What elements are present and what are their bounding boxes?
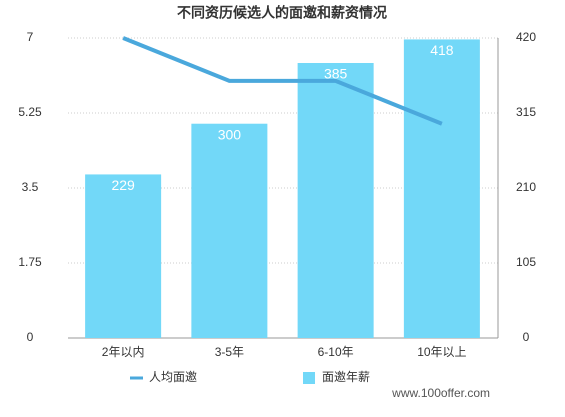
x-tick-label: 2年以内 <box>102 345 145 359</box>
value-label: 418 <box>430 42 454 58</box>
value-label: 385 <box>324 66 348 82</box>
y-tick-label: 5.25 <box>18 105 42 119</box>
legend-label: 人均面邀 <box>149 369 197 384</box>
x-tick-label: 6-10年 <box>318 345 354 359</box>
y-tick-label: 3.5 <box>22 180 39 194</box>
value-label: 300 <box>218 126 242 142</box>
line <box>122 36 443 126</box>
y2-tick-label: 420 <box>516 30 536 44</box>
y-tick-label: 1.75 <box>18 255 42 269</box>
bar <box>403 39 480 339</box>
bar <box>85 174 162 338</box>
value-label: 229 <box>111 177 135 193</box>
watermark: www.100offer.com <box>391 386 490 400</box>
legend-label: 面邀年薪 <box>322 369 370 384</box>
legend-swatch <box>303 372 315 384</box>
y-tick-label: 7 <box>27 30 34 44</box>
bar <box>191 123 268 338</box>
x-tick-label: 3-5年 <box>215 345 244 359</box>
x-tick-label: 10年以上 <box>417 345 466 359</box>
y2-tick-label: 105 <box>516 255 536 269</box>
chart-title: 不同资历候选人的面邀和薪资情况 <box>177 5 387 21</box>
y2-tick-label: 315 <box>516 105 536 119</box>
bar <box>297 63 374 338</box>
y2-tick-label: 0 <box>523 330 530 344</box>
y2-tick-label: 210 <box>516 180 536 194</box>
y-tick-label: 0 <box>27 330 34 344</box>
